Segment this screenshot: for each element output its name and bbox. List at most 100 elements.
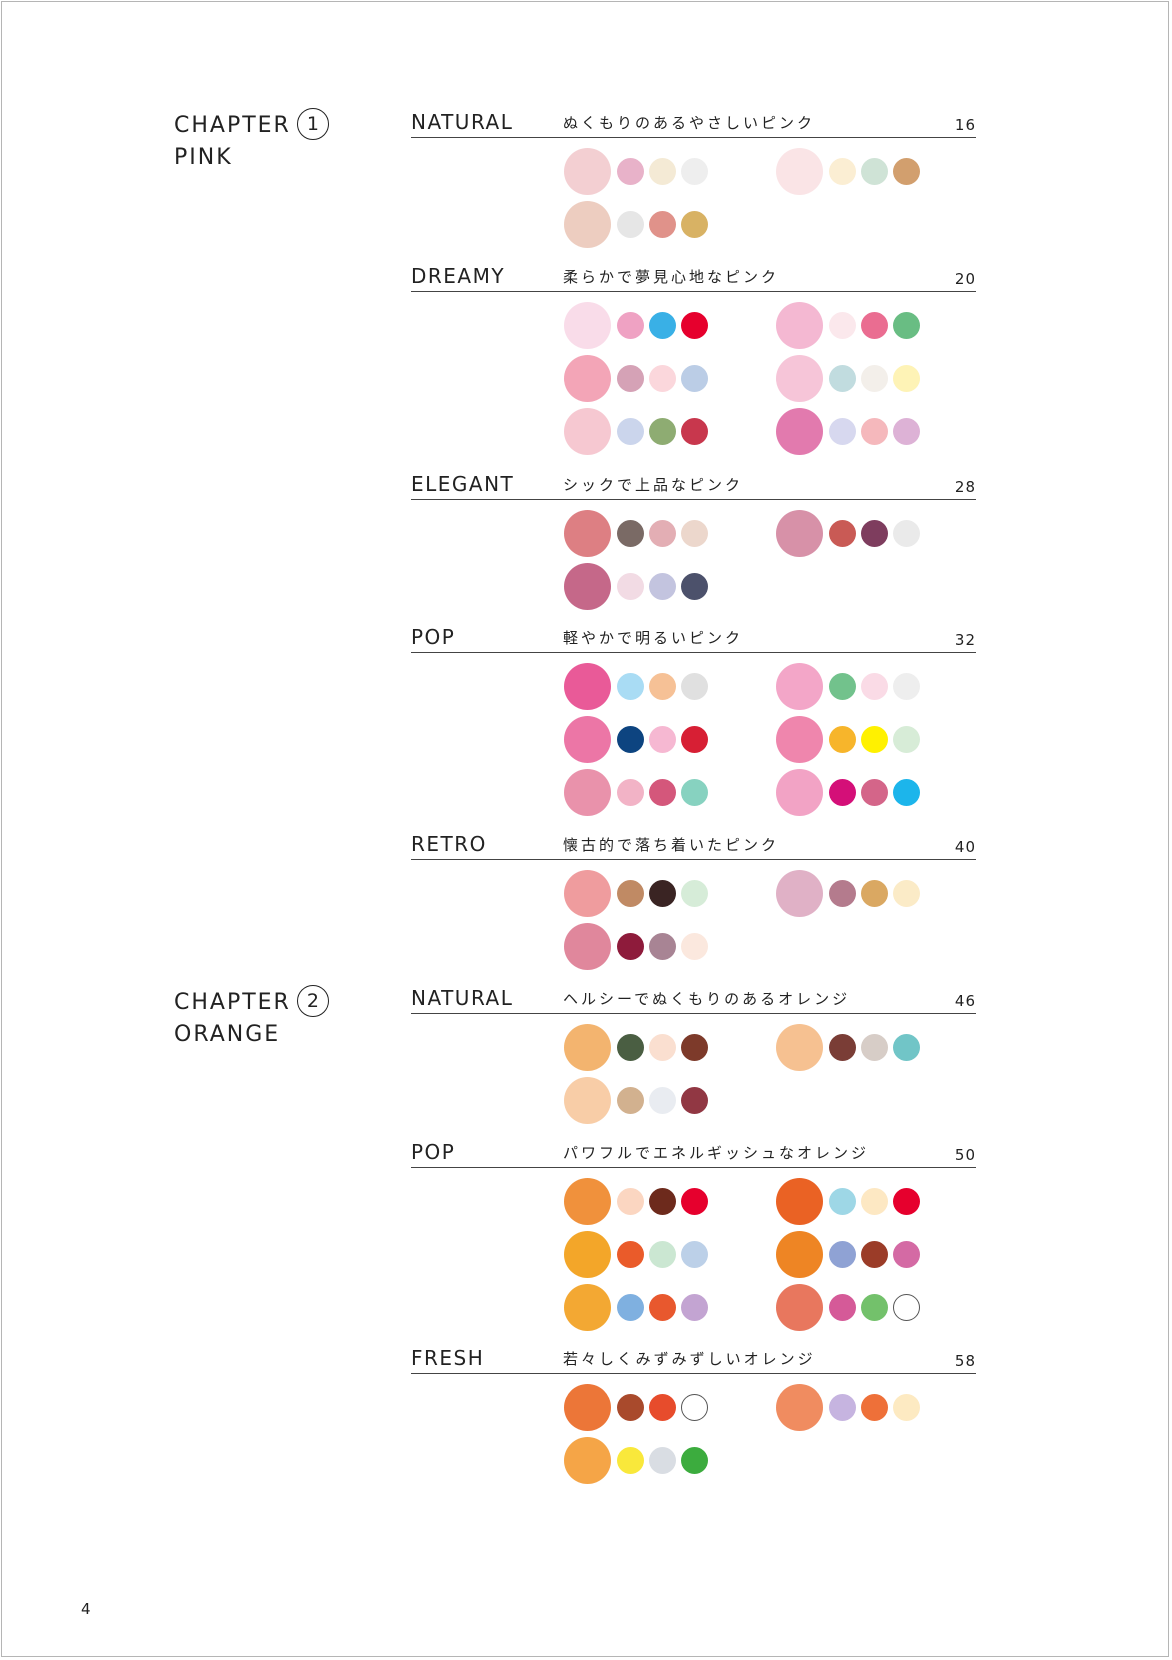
main-color-swatch <box>564 302 611 349</box>
accent-color-swatch <box>893 365 920 392</box>
accent-color-swatch <box>681 880 708 907</box>
color-palette <box>564 1231 776 1278</box>
section-header: POP 軽やかで明るいピンク 32 <box>411 625 976 653</box>
main-color-swatch <box>564 769 611 816</box>
color-palette <box>776 1231 988 1278</box>
color-palette <box>564 1024 776 1071</box>
color-palette <box>564 1178 776 1225</box>
palette-grid <box>564 510 976 610</box>
accent-color-swatch <box>893 418 920 445</box>
color-palette <box>564 1437 776 1484</box>
color-palette <box>564 201 776 248</box>
accent-color-swatch <box>617 779 644 806</box>
main-color-swatch <box>564 355 611 402</box>
main-color-swatch <box>564 716 611 763</box>
accent-color-swatch <box>649 520 676 547</box>
section-page-number: 50 <box>954 1146 976 1164</box>
main-color-swatch <box>776 1178 823 1225</box>
contents-section[interactable]: DREAMY 柔らかで夢見心地なピンク 20 <box>411 264 976 455</box>
main-color-swatch <box>564 663 611 710</box>
accent-color-swatch <box>861 726 888 753</box>
accent-color-swatch <box>829 1394 856 1421</box>
accent-color-swatch <box>681 779 708 806</box>
section-header: ELEGANT シックで上品なピンク 28 <box>411 472 976 500</box>
main-color-swatch <box>776 663 823 710</box>
accent-color-swatch <box>649 312 676 339</box>
contents-section[interactable]: NATURAL ぬくもりのあるやさしいピンク 16 <box>411 110 976 248</box>
contents-section[interactable]: ELEGANT シックで上品なピンク 28 <box>411 472 976 610</box>
accent-color-swatch <box>649 1241 676 1268</box>
section-name: NATURAL <box>411 986 514 1010</box>
accent-color-swatch <box>649 1294 676 1321</box>
contents-section[interactable]: NATURAL ヘルシーでぬくもりのあるオレンジ 46 <box>411 986 976 1124</box>
accent-color-swatch <box>649 933 676 960</box>
accent-color-swatch <box>893 158 920 185</box>
accent-color-swatch <box>681 418 708 445</box>
color-palette <box>776 1384 988 1431</box>
section-header: RETRO 懐古的で落ち着いたピンク 40 <box>411 832 976 860</box>
main-color-swatch <box>564 148 611 195</box>
accent-color-swatch <box>617 418 644 445</box>
chapter-2-heading: CHAPTER 2 ORANGE <box>174 985 329 1051</box>
accent-color-swatch <box>681 365 708 392</box>
palette-grid <box>564 870 976 970</box>
section-header: FRESH 若々しくみずみずしいオレンジ 58 <box>411 1346 976 1374</box>
main-color-swatch <box>564 510 611 557</box>
accent-color-swatch <box>861 880 888 907</box>
accent-color-swatch <box>893 1034 920 1061</box>
contents-section[interactable]: POP 軽やかで明るいピンク 32 <box>411 625 976 816</box>
color-palette <box>564 148 776 195</box>
accent-color-swatch <box>861 1394 888 1421</box>
palette-grid <box>564 1178 976 1331</box>
section-description: 柔らかで夢見心地なピンク <box>563 268 780 286</box>
accent-color-swatch <box>829 1241 856 1268</box>
color-palette <box>564 355 776 402</box>
accent-color-swatch <box>649 1188 676 1215</box>
accent-color-swatch <box>893 312 920 339</box>
color-palette <box>776 302 988 349</box>
section-page-number: 16 <box>954 116 976 134</box>
main-color-swatch <box>776 716 823 763</box>
accent-color-swatch <box>649 418 676 445</box>
contents-section[interactable]: POP パワフルでエネルギッシュなオレンジ 50 <box>411 1140 976 1331</box>
accent-color-swatch <box>617 211 644 238</box>
main-color-swatch <box>776 1284 823 1331</box>
accent-color-swatch <box>617 726 644 753</box>
color-palette <box>564 769 776 816</box>
accent-color-swatch <box>893 1394 920 1421</box>
color-palette <box>776 1024 988 1071</box>
color-palette <box>776 408 988 455</box>
accent-color-swatch <box>893 1294 920 1321</box>
accent-color-swatch <box>681 573 708 600</box>
section-description: ヘルシーでぬくもりのあるオレンジ <box>563 990 851 1008</box>
accent-color-swatch <box>617 1394 644 1421</box>
chapter-number-circle: 2 <box>296 985 329 1017</box>
main-color-swatch <box>776 1231 823 1278</box>
palette-grid <box>564 148 976 248</box>
color-palette <box>776 148 988 195</box>
section-name: POP <box>411 625 456 649</box>
main-color-swatch <box>564 1384 611 1431</box>
accent-color-swatch <box>649 365 676 392</box>
main-color-swatch <box>776 510 823 557</box>
main-color-swatch <box>564 1437 611 1484</box>
contents-section[interactable]: FRESH 若々しくみずみずしいオレンジ 58 <box>411 1346 976 1484</box>
accent-color-swatch <box>617 1294 644 1321</box>
accent-color-swatch <box>617 1447 644 1474</box>
color-palette <box>776 870 988 917</box>
contents-section[interactable]: RETRO 懐古的で落ち着いたピンク 40 <box>411 832 976 970</box>
palette-grid <box>564 1024 976 1124</box>
accent-color-swatch <box>681 726 708 753</box>
main-color-swatch <box>776 870 823 917</box>
accent-color-swatch <box>649 158 676 185</box>
accent-color-swatch <box>617 520 644 547</box>
section-description: 懐古的で落ち着いたピンク <box>563 836 780 854</box>
accent-color-swatch <box>681 1087 708 1114</box>
section-page-number: 28 <box>954 478 976 496</box>
page-number: 4 <box>81 1600 91 1618</box>
section-header: NATURAL ぬくもりのあるやさしいピンク 16 <box>411 110 976 138</box>
accent-color-swatch <box>649 1394 676 1421</box>
accent-color-swatch <box>649 1447 676 1474</box>
chapter-name: ORANGE <box>174 1022 281 1047</box>
